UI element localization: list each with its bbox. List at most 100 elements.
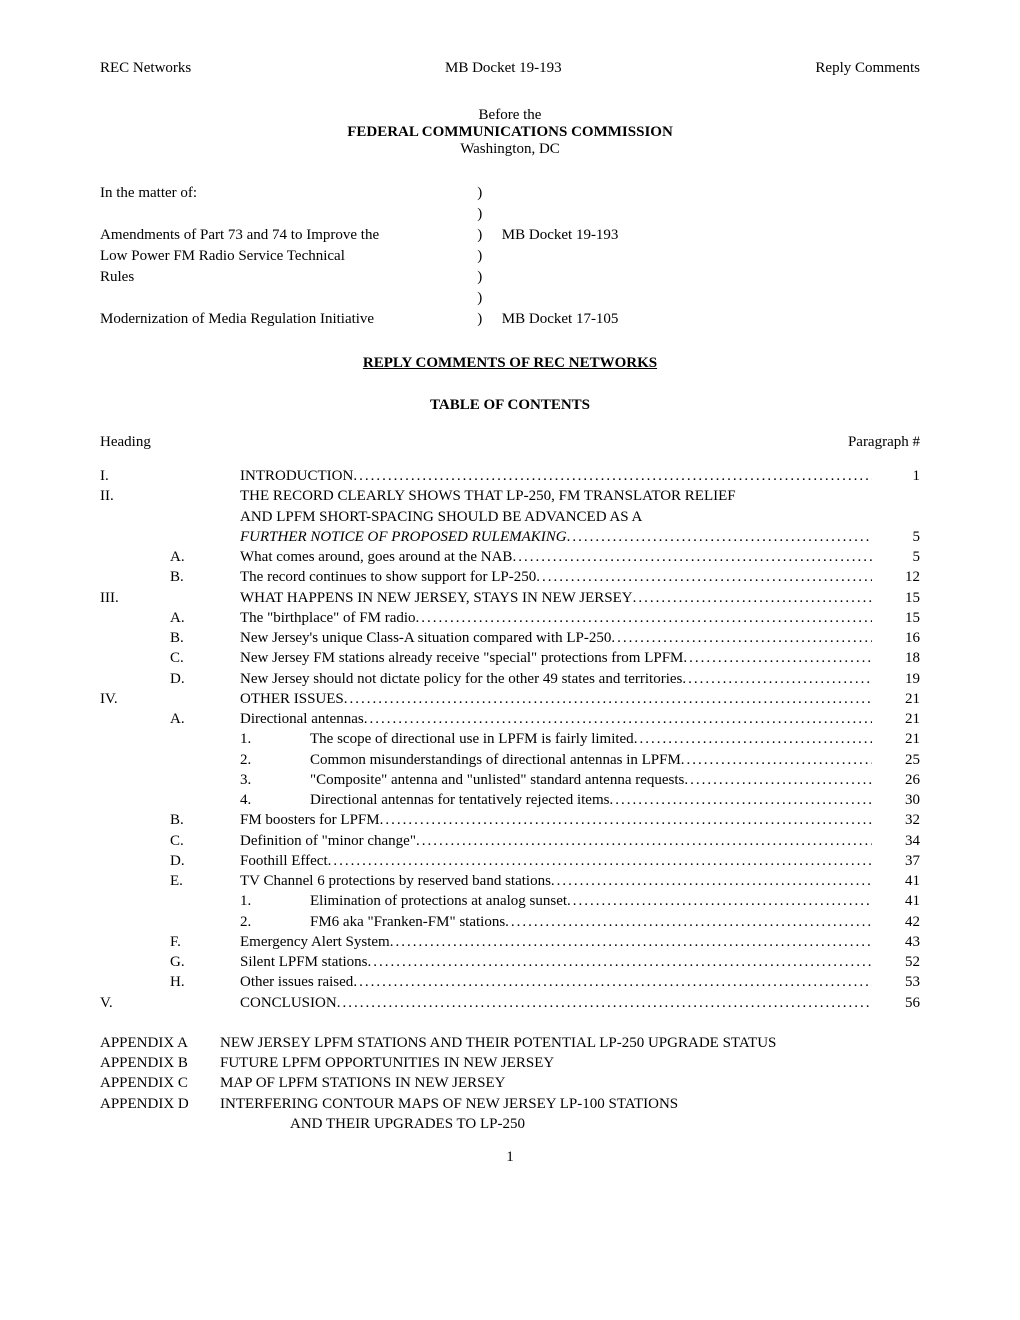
toc-row: 4.Directional antennas for tentatively r… bbox=[100, 790, 920, 810]
toc-level3-num: 1. bbox=[240, 891, 310, 911]
caption-intro: In the matter of: bbox=[100, 183, 477, 204]
toc-level2-num: B. bbox=[170, 567, 240, 587]
toc-page-num: 21 bbox=[872, 689, 920, 709]
toc-level2-num: E. bbox=[170, 871, 240, 891]
toc-level3-num: 2. bbox=[240, 912, 310, 932]
toc-row: A.What comes around, goes around at the … bbox=[100, 547, 920, 567]
toc-row: 2.FM6 aka "Franken-FM" stations42 bbox=[100, 912, 920, 932]
toc-level2-num: G. bbox=[170, 952, 240, 972]
toc-row: D.Foothill Effect37 bbox=[100, 851, 920, 871]
toc-page-num: 5 bbox=[872, 547, 920, 567]
case-caption: In the matter of: ) ) Amendments of Part… bbox=[100, 183, 920, 330]
toc-page-num: 43 bbox=[872, 932, 920, 952]
toc-page-num: 41 bbox=[872, 871, 920, 891]
toc-entry-text: Directional antennas for tentatively rej… bbox=[310, 790, 872, 810]
toc-row: B.New Jersey's unique Class-A situation … bbox=[100, 628, 920, 648]
toc-page-num: 5 bbox=[872, 527, 920, 547]
toc-level2-num: D. bbox=[170, 669, 240, 689]
toc-level2-num: H. bbox=[170, 972, 240, 992]
toc-title: TABLE OF CONTENTS bbox=[100, 397, 920, 414]
toc-row: 1.The scope of directional use in LPFM i… bbox=[100, 729, 920, 749]
toc-level2-num: A. bbox=[170, 547, 240, 567]
toc-row: F.Emergency Alert System43 bbox=[100, 932, 920, 952]
toc-level2-num: C. bbox=[170, 648, 240, 668]
toc-row: C.Definition of "minor change"34 bbox=[100, 831, 920, 851]
toc-row: II.THE RECORD CLEARLY SHOWS THAT LP-250,… bbox=[100, 486, 920, 506]
toc-header-row: Heading Paragraph # bbox=[100, 434, 920, 451]
toc-level2-num: B. bbox=[170, 810, 240, 830]
toc-page-num: 42 bbox=[872, 912, 920, 932]
caption-item1-l1: Amendments of Part 73 and 74 to Improve … bbox=[100, 225, 477, 246]
toc-entry-text: Common misunderstandings of directional … bbox=[310, 750, 872, 770]
toc-level1-num: I. bbox=[100, 466, 170, 486]
toc-entry-text: FURTHER NOTICE OF PROPOSED RULEMAKING bbox=[240, 527, 872, 547]
toc-page-num: 52 bbox=[872, 952, 920, 972]
appendix-d-continuation: AND THEIR UPGRADES TO LP-250 bbox=[100, 1114, 920, 1134]
toc-entry-text: OTHER ISSUES bbox=[240, 689, 872, 709]
appendix-label: APPENDIX C bbox=[100, 1073, 220, 1093]
paragraph-label: Paragraph # bbox=[848, 434, 920, 451]
toc-row: III.WHAT HAPPENS IN NEW JERSEY, STAYS IN… bbox=[100, 588, 920, 608]
toc-row: 3."Composite" antenna and "unlisted" sta… bbox=[100, 770, 920, 790]
appendix-text: MAP OF LPFM STATIONS IN NEW JERSEY bbox=[220, 1073, 920, 1093]
toc-row: IV.OTHER ISSUES21 bbox=[100, 689, 920, 709]
appendix-text: FUTURE LPFM OPPORTUNITIES IN NEW JERSEY bbox=[220, 1053, 920, 1073]
toc-row: E.TV Channel 6 protections by reserved b… bbox=[100, 871, 920, 891]
toc-page-num: 30 bbox=[872, 790, 920, 810]
toc-row: V.CONCLUSION56 bbox=[100, 993, 920, 1013]
toc-row: A.Directional antennas21 bbox=[100, 709, 920, 729]
table-of-contents: I. INTRODUCTION1II.THE RECORD CLEARLY SHO… bbox=[100, 466, 920, 1013]
caption-item1-l3: Rules bbox=[100, 267, 477, 288]
toc-page-num: 21 bbox=[872, 729, 920, 749]
header-left: REC Networks bbox=[100, 60, 191, 77]
toc-entry-text: The "birthplace" of FM radio bbox=[240, 608, 872, 628]
toc-entry-text: AND LPFM SHORT-SPACING SHOULD BE ADVANCE… bbox=[240, 507, 872, 527]
toc-level3-num: 2. bbox=[240, 750, 310, 770]
toc-row-continuation: FURTHER NOTICE OF PROPOSED RULEMAKING5 bbox=[100, 527, 920, 547]
toc-level2-num: B. bbox=[170, 628, 240, 648]
appendix-text: NEW JERSEY LPFM STATIONS AND THEIR POTEN… bbox=[220, 1033, 920, 1053]
appendix-text: INTERFERING CONTOUR MAPS OF NEW JERSEY L… bbox=[220, 1094, 920, 1114]
appendix-list: APPENDIX ANEW JERSEY LPFM STATIONS AND T… bbox=[100, 1033, 920, 1134]
toc-entry-text: What comes around, goes around at the NA… bbox=[240, 547, 872, 567]
toc-entry-text: Elimination of protections at analog sun… bbox=[310, 891, 872, 911]
page-header: REC Networks MB Docket 19-193 Reply Comm… bbox=[100, 60, 920, 77]
caption-docket1: MB Docket 19-193 bbox=[502, 225, 920, 246]
header-right: Reply Comments bbox=[815, 60, 920, 77]
toc-entry-text: CONCLUSION bbox=[240, 993, 872, 1013]
toc-entry-text: Definition of "minor change" bbox=[240, 831, 872, 851]
toc-page-num: 16 bbox=[872, 628, 920, 648]
toc-level1-num: III. bbox=[100, 588, 170, 608]
toc-page-num: 1 bbox=[872, 466, 920, 486]
toc-entry-text: THE RECORD CLEARLY SHOWS THAT LP-250, FM… bbox=[240, 486, 872, 506]
toc-level3-num: 4. bbox=[240, 790, 310, 810]
toc-entry-text: INTRODUCTION bbox=[240, 466, 872, 486]
toc-level2-num: C. bbox=[170, 831, 240, 851]
toc-page-num: 18 bbox=[872, 648, 920, 668]
toc-level1-num: V. bbox=[100, 993, 170, 1013]
toc-entry-text: Other issues raised bbox=[240, 972, 872, 992]
toc-entry-text: The scope of directional use in LPFM is … bbox=[310, 729, 872, 749]
toc-entry-text: New Jersey should not dictate policy for… bbox=[240, 669, 872, 689]
toc-page-num: 21 bbox=[872, 709, 920, 729]
toc-entry-text: FM6 aka "Franken-FM" stations bbox=[310, 912, 872, 932]
toc-level3-num: 3. bbox=[240, 770, 310, 790]
toc-entry-text: Directional antennas bbox=[240, 709, 872, 729]
toc-row-continuation: AND LPFM SHORT-SPACING SHOULD BE ADVANCE… bbox=[100, 507, 920, 527]
toc-row: B.FM boosters for LPFM32 bbox=[100, 810, 920, 830]
toc-row: B.The record continues to show support f… bbox=[100, 567, 920, 587]
appendix-row: APPENDIX DINTERFERING CONTOUR MAPS OF NE… bbox=[100, 1094, 920, 1114]
caption-item2-l1: Modernization of Media Regulation Initia… bbox=[100, 309, 477, 330]
document-page: REC Networks MB Docket 19-193 Reply Comm… bbox=[0, 0, 1020, 1196]
title-block: Before the FEDERAL COMMUNICATIONS COMMIS… bbox=[100, 107, 920, 158]
toc-level3-num: 1. bbox=[240, 729, 310, 749]
toc-page-num: 41 bbox=[872, 891, 920, 911]
toc-page-num: 15 bbox=[872, 608, 920, 628]
toc-row: 1.Elimination of protections at analog s… bbox=[100, 891, 920, 911]
toc-page-num: 37 bbox=[872, 851, 920, 871]
appendix-row: APPENDIX BFUTURE LPFM OPPORTUNITIES IN N… bbox=[100, 1053, 920, 1073]
title-before: Before the bbox=[100, 107, 920, 124]
heading-label: Heading bbox=[100, 434, 151, 451]
toc-entry-text: Foothill Effect bbox=[240, 851, 872, 871]
caption-docket2: MB Docket 17-105 bbox=[502, 309, 920, 330]
